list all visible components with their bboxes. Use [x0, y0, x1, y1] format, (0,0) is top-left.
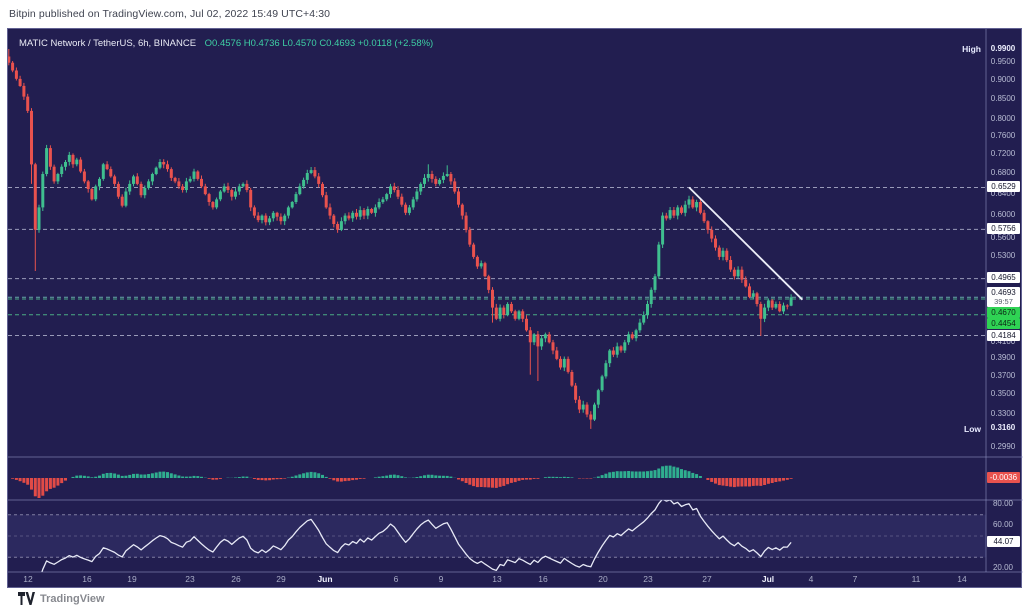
- time-tick-14: 14: [957, 574, 967, 584]
- chart-container[interactable]: MATIC Network / TetherUS, 6h, BINANCE O0…: [7, 28, 1023, 589]
- time-tick-6: 6: [393, 574, 399, 584]
- published-line: Bitpin published on TradingView.com, Jul…: [9, 8, 331, 20]
- time-tick-4: 4: [808, 574, 814, 584]
- time-tick-26: 26: [231, 574, 241, 584]
- high-value: H0.4736: [243, 38, 280, 49]
- price-tick: 0.7600: [990, 131, 1016, 141]
- time-tick-9: 9: [438, 574, 444, 584]
- price-tick: 0.3500: [990, 389, 1016, 399]
- symbol-legend: MATIC Network / TetherUS, 6h, BINANCE O0…: [19, 38, 433, 49]
- price-tick: 0.9500: [990, 57, 1016, 67]
- high-word: High: [962, 44, 981, 54]
- price-axis[interactable]: 0.9500 0.9000 0.8500 0.8000 0.7600 0.7200 0.68…: [986, 28, 1023, 588]
- macd-value-label: -0.0036: [987, 472, 1020, 483]
- low-value: L0.4570: [282, 38, 317, 49]
- price-tick: 0.3300: [990, 409, 1016, 418]
- price-level-label-0.4184: 0.4184: [987, 329, 1020, 341]
- price-tick: 0.6400: [990, 188, 1016, 198]
- price-tick: 0.9000: [990, 75, 1016, 85]
- rsi-band: [8, 514, 986, 558]
- price-level-label-0.5756: 0.5756: [987, 223, 1020, 235]
- price-level-label-0.6529: 0.6529: [987, 181, 1020, 193]
- low-word: Low: [964, 423, 981, 434]
- rsi-tick: 80.00: [992, 498, 1014, 508]
- time-tick-7: 7: [852, 574, 858, 584]
- footer-bar: TradingView: [0, 588, 1024, 610]
- candles: [8, 49, 793, 429]
- price-levels: [8, 187, 986, 336]
- ohlc-values: O0.4576 H0.4736 L0.4570 C0.4693 +0.0118 …: [205, 38, 434, 49]
- symbol-title: MATIC Network / TetherUS, 6h, BINANCE: [19, 38, 197, 49]
- time-tick-20: 20: [598, 574, 608, 584]
- publish-header: Bitpin published on TradingView.com, Jul…: [0, 0, 1024, 28]
- time-tick-13: 13: [492, 574, 502, 584]
- close-value: C0.4693: [319, 38, 356, 49]
- price-tick: 0.8000: [990, 114, 1016, 124]
- price-tick: 0.2990: [990, 441, 1016, 451]
- rsi-tick: 20.00: [992, 562, 1014, 572]
- tradingview-brand-text: TradingView: [40, 592, 105, 605]
- time-tick-19: 19: [127, 574, 137, 584]
- tradingview-logo-icon: [18, 592, 35, 605]
- change-value: +0.0118 (+2.58%): [357, 38, 434, 49]
- price-level-label-0.4693: 0.4693 39:57: [987, 286, 1020, 307]
- time-tick-Jun: Jun: [317, 574, 333, 584]
- time-tick-27: 27: [702, 574, 712, 584]
- rsi-value-label: 44.07: [987, 535, 1020, 547]
- price-level-label-0.4965: 0.4965: [987, 272, 1020, 284]
- price-level-label-0.4454: 0.4454: [987, 318, 1020, 330]
- macd-histogram: [11, 465, 793, 498]
- price-tick: 0.8500: [990, 94, 1016, 104]
- price-tick: 0.3900: [990, 353, 1016, 363]
- price-tick: 0.3700: [990, 370, 1016, 380]
- price-tick: 0.7200: [990, 149, 1016, 159]
- session-high-label: 0.9900: [990, 43, 1016, 53]
- chart-canvas[interactable]: [8, 29, 1023, 589]
- time-tick-16: 16: [538, 574, 548, 584]
- session-low-label: 0.3160: [990, 423, 1016, 433]
- rsi-tick: 60.00: [992, 519, 1014, 529]
- time-axis[interactable]: 12 16 19 23 26 29 Jun 6 9 13 16 20 23 27 Jul 4 7 11 14: [7, 571, 985, 588]
- time-tick-23: 23: [643, 574, 653, 584]
- open-value: O0.4576: [204, 38, 242, 49]
- price-tick: 0.4100: [990, 336, 1016, 346]
- time-tick-11: 11: [911, 574, 921, 584]
- price-tick: 0.5600: [990, 233, 1016, 243]
- price-tick: 0.6800: [990, 168, 1016, 178]
- tradingview-logo: TradingView: [18, 592, 105, 605]
- time-tick-29: 29: [276, 574, 286, 584]
- time-tick-Jul: Jul: [761, 574, 775, 584]
- descending-trendline[interactable]: [688, 186, 804, 301]
- price-tick: 0.5300: [990, 251, 1016, 261]
- time-tick-16: 16: [82, 574, 92, 584]
- price-level-label-0.4670: 0.4670: [987, 306, 1020, 318]
- time-tick-23: 23: [185, 574, 195, 584]
- price-tick: 0.6000: [990, 210, 1016, 220]
- time-tick-12: 12: [23, 574, 33, 584]
- rsi-line: [41, 500, 792, 572]
